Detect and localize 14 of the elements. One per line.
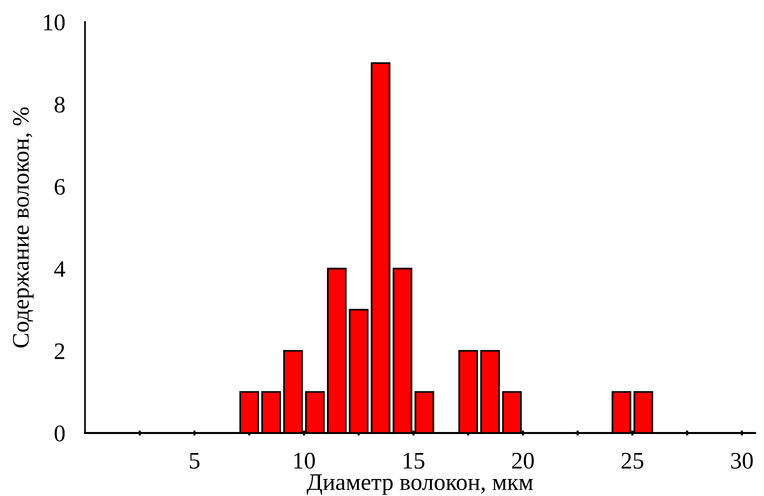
x-tick-label: 15 <box>404 452 424 469</box>
x-tick-label: 25 <box>622 452 644 469</box>
y-tick-label: 0 <box>54 425 65 442</box>
y-axis-title: Содержание волокон, % <box>12 107 34 348</box>
y-tick-label: 8 <box>54 96 65 113</box>
y-tick-label: 2 <box>54 343 64 359</box>
x-tick-label: 30 <box>731 452 753 469</box>
x-axis-title: Диаметр волокон, мкм <box>306 474 533 495</box>
x-tick-label: 5 <box>190 453 200 469</box>
y-tick-label: 6 <box>54 178 65 195</box>
y-tick-label: 10 <box>44 14 65 30</box>
x-tick-label: 20 <box>512 452 534 469</box>
x-tick-label: 10 <box>294 452 315 469</box>
y-tick-label: 4 <box>54 261 66 277</box>
